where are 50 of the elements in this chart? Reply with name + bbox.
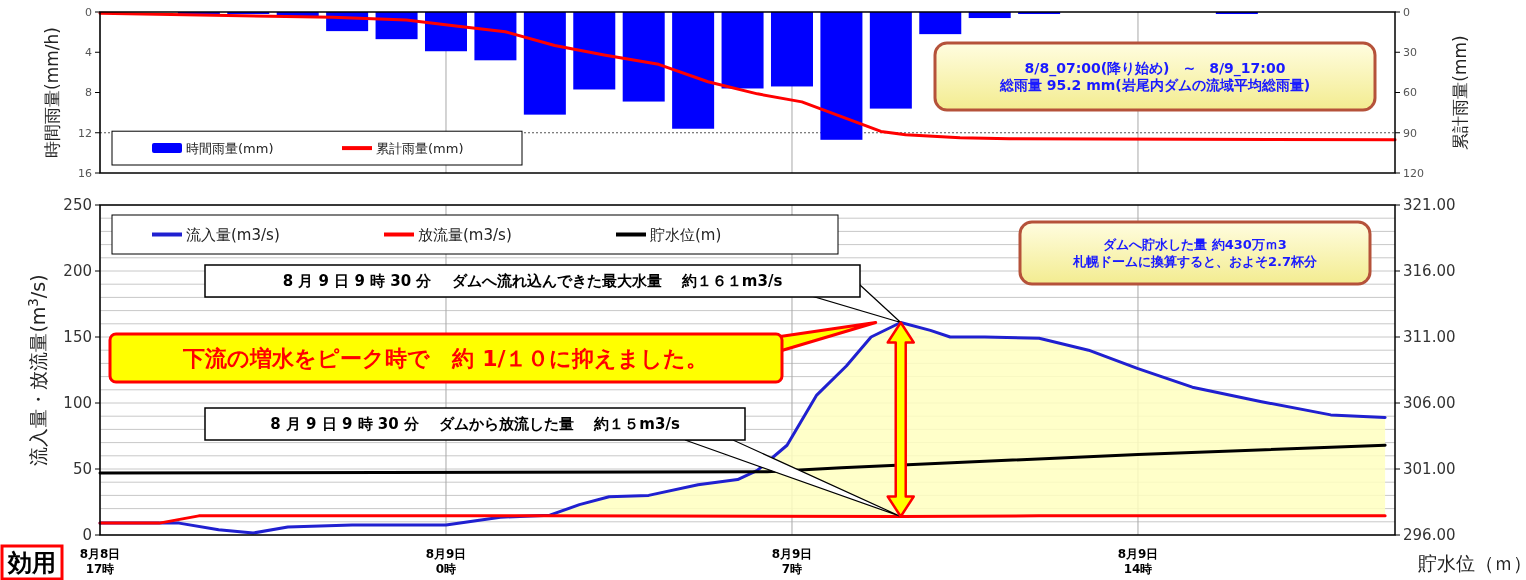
legend-label: 貯水位(m) [650, 225, 722, 244]
x-tick-label: 8月9日 14時 [1117, 546, 1159, 576]
bar [770, 12, 813, 87]
y2-tick-label: 321.00 [1403, 196, 1456, 215]
bar [820, 12, 863, 140]
text: 効用 [7, 548, 56, 577]
x-tick-label: 8月9日 7時 [771, 546, 813, 576]
y-tick-label: 100 [63, 394, 92, 413]
annotation: 下流の増水をピーク時で 約 1/１０に抑えました。 [182, 345, 709, 371]
annotation: ダムへ貯水した量 約430万ｍ3 札幌ドームに換算すると、およそ2.7杯分 [1071, 237, 1319, 269]
y2-tick-label: 90 [1403, 126, 1417, 140]
annotation: 8 月 9 日 9 時 30 分 ダムから放流した量 約１５m3/s [270, 415, 680, 434]
y2-axis-title: 貯水位（ｍ） [1418, 551, 1526, 574]
bar [869, 12, 912, 109]
y-tick-label: 200 [63, 262, 92, 281]
y2-tick-label: 30 [1403, 46, 1417, 60]
x-tick-label: 8月8日 17時 [79, 546, 121, 576]
legend-label: 時間雨量(mm) [186, 140, 274, 156]
bar [573, 12, 616, 90]
y-tick-label: 16 [78, 166, 92, 180]
bar [672, 12, 715, 129]
y-tick-label: 12 [78, 126, 92, 140]
y-tick-label: 8 [85, 86, 92, 100]
y2-tick-label: 306.00 [1403, 394, 1456, 413]
legend-label: 流入量(m3/s) [186, 225, 280, 244]
y2-tick-label: 301.00 [1403, 460, 1456, 479]
x-tick-label: 8月9日 0時 [425, 546, 467, 576]
y-tick-label: 50 [72, 460, 92, 479]
bar [721, 12, 764, 89]
bar [622, 12, 665, 102]
y-tick-label: 250 [63, 196, 92, 215]
legend-label: 累計雨量(mm) [376, 140, 464, 156]
y2-axis-title: 累計雨量(mm) [1449, 35, 1470, 150]
y2-tick-label: 296.00 [1403, 526, 1456, 545]
y2-tick-label: 120 [1403, 166, 1424, 180]
y-axis-title: 時間雨量(mm/h) [41, 27, 62, 158]
annotation: 8/8_07:00(降り始め) ~ 8/9_17:00 総雨量 95.2 mm(岩尾内ダムの流域平均総雨量) [998, 59, 1311, 94]
annotation: 8 月 9 日 9 時 30 分 ダムへ流れ込んできた最大水量 約１６１m3/s [282, 272, 783, 291]
bar [474, 12, 517, 61]
y-tick-label: 150 [63, 328, 92, 347]
y-tick-label: 0 [82, 526, 92, 545]
y2-tick-label: 316.00 [1403, 262, 1456, 281]
y2-tick-label: 60 [1403, 86, 1417, 100]
legend-label: 放流量(m3/s) [418, 225, 512, 244]
bar [919, 12, 962, 35]
y2-tick-label: 311.00 [1403, 328, 1456, 347]
y2-tick-label: 0 [1403, 5, 1410, 19]
bar [523, 12, 566, 115]
y-tick-label: 4 [85, 46, 92, 60]
y-tick-label: 0 [85, 5, 92, 19]
